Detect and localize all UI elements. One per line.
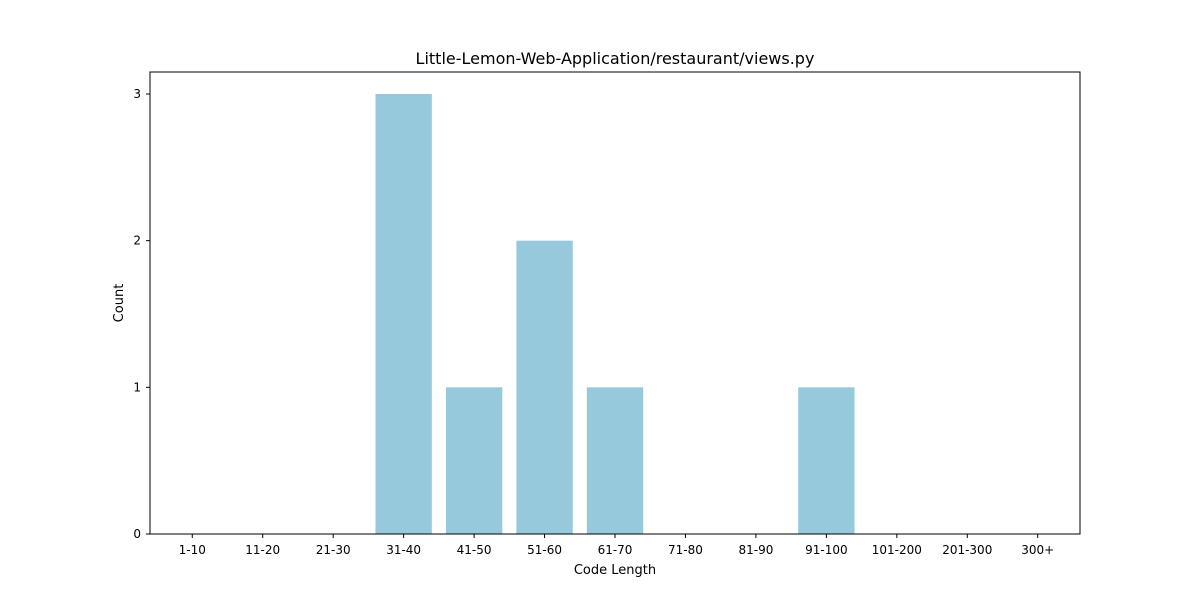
y-axis-ticks: 0 1 2 3 [133, 87, 150, 541]
x-tick-label: 81-90 [738, 543, 773, 557]
bars-group [375, 94, 854, 534]
x-tick-label: 201-300 [942, 543, 992, 557]
x-tick-label: 91-100 [805, 543, 848, 557]
x-tick-label: 1-10 [179, 543, 206, 557]
x-tick-label: 101-200 [872, 543, 922, 557]
y-tick-label: 2 [133, 234, 141, 248]
x-axis-ticks: 1-10 11-20 21-30 31-40 41-50 51-60 61-70 71-80 8… [179, 534, 1055, 557]
x-tick-label: 41-50 [457, 543, 492, 557]
bar-61-70 [587, 387, 643, 534]
y-tick-label: 0 [133, 527, 141, 541]
bar-91-100 [798, 387, 854, 534]
y-axis-label: Count [112, 284, 127, 323]
y-tick-label: 1 [133, 380, 141, 394]
x-tick-label: 21-30 [316, 543, 351, 557]
x-tick-label: 11-20 [245, 543, 280, 557]
x-tick-label: 31-40 [386, 543, 421, 557]
bar-41-50 [446, 387, 502, 534]
x-tick-label: 51-60 [527, 543, 562, 557]
x-tick-label: 71-80 [668, 543, 703, 557]
bar-31-40 [375, 94, 431, 534]
x-axis-label: Code Length [574, 563, 656, 578]
y-tick-label: 3 [133, 87, 141, 101]
bar-51-60 [516, 241, 572, 534]
x-tick-label: 300+ [1021, 543, 1054, 557]
x-tick-label: 61-70 [598, 543, 633, 557]
chart-title: Little-Lemon-Web-Application/restaurant/… [416, 49, 815, 68]
